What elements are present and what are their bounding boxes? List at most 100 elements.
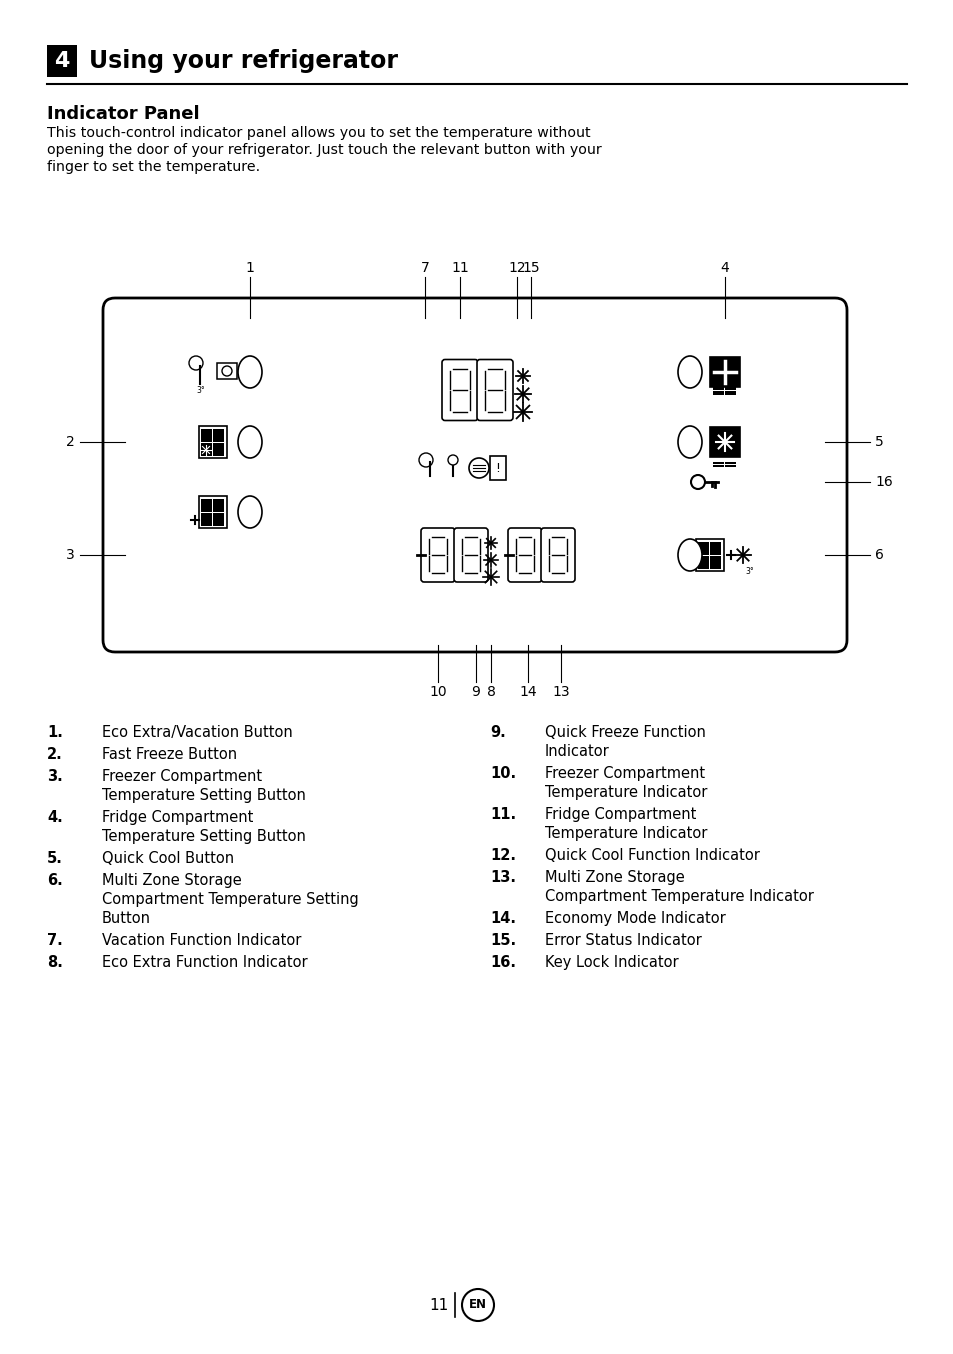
Bar [698,542,709,555]
Text: 11.: 11. [490,807,516,822]
Text: 15: 15 [521,261,539,275]
Text: Key Lock Indicator: Key Lock Indicator [544,955,678,969]
Bar [710,555,720,569]
Text: finger to set the temperature.: finger to set the temperature. [47,160,260,175]
Text: 15.: 15. [490,933,516,948]
Text: 11: 11 [429,1297,449,1312]
Bar [713,462,723,463]
FancyBboxPatch shape [507,528,541,582]
Text: 3: 3 [66,548,75,562]
Bar [199,496,227,528]
Text: Economy Mode Indicator: Economy Mode Indicator [544,911,725,926]
Bar [213,428,224,441]
Text: 14.: 14. [490,911,516,926]
Text: 5.: 5. [47,852,63,867]
Text: Quick Freeze Function
Indicator: Quick Freeze Function Indicator [544,724,705,760]
Text: 13.: 13. [490,871,516,886]
Text: Eco Extra/Vacation Button: Eco Extra/Vacation Button [102,724,293,741]
Ellipse shape [237,496,262,528]
FancyBboxPatch shape [476,360,513,421]
Text: 4: 4 [720,261,729,275]
Text: 12.: 12. [490,848,516,862]
Text: 7: 7 [420,261,429,275]
Text: Fridge Compartment
Temperature Indicator: Fridge Compartment Temperature Indicator [544,807,706,841]
Text: Freezer Compartment
Temperature Setting Button: Freezer Compartment Temperature Setting … [102,769,306,803]
Text: 9.: 9. [490,724,505,741]
Bar [709,357,740,387]
Text: 16.: 16. [490,955,516,969]
Bar [213,443,224,455]
Text: 2: 2 [66,435,75,450]
Text: 7.: 7. [47,933,63,948]
Text: Fast Freeze Button: Fast Freeze Button [102,747,237,762]
Text: 11: 11 [451,261,468,275]
Text: 14: 14 [518,685,537,699]
FancyBboxPatch shape [420,528,455,582]
Bar [199,427,227,458]
Bar [724,464,736,467]
Text: Indicator Panel: Indicator Panel [47,106,199,123]
Bar [213,498,224,512]
Text: 1.: 1. [47,724,63,741]
Bar [201,443,213,455]
Text: 16: 16 [874,475,892,489]
Text: 3°: 3° [196,386,205,395]
Text: !: ! [495,462,500,474]
Bar [201,513,213,525]
FancyBboxPatch shape [103,298,846,653]
Ellipse shape [237,356,262,389]
Bar [710,383,739,397]
Ellipse shape [678,427,701,458]
Text: Eco Extra Function Indicator: Eco Extra Function Indicator [102,955,307,969]
Text: 4.: 4. [47,810,63,825]
Text: 3°: 3° [745,567,754,575]
Bar [724,386,736,390]
Bar [724,390,736,394]
FancyBboxPatch shape [441,360,477,421]
Text: EN: EN [469,1298,486,1312]
Text: 3.: 3. [47,769,63,784]
FancyBboxPatch shape [540,528,575,582]
Text: Freezer Compartment
Temperature Indicator: Freezer Compartment Temperature Indicato… [544,766,706,800]
Bar [724,462,736,463]
Bar [698,555,709,569]
Text: 6: 6 [874,548,882,562]
Text: 8.: 8. [47,955,63,969]
Text: Using your refrigerator: Using your refrigerator [89,49,397,73]
Text: opening the door of your refrigerator. Just touch the relevant button with your: opening the door of your refrigerator. J… [47,144,601,157]
Text: 2.: 2. [47,747,63,762]
Text: Error Status Indicator: Error Status Indicator [544,933,701,948]
Text: 4: 4 [54,51,70,70]
Text: 13: 13 [552,685,569,699]
Bar [713,390,723,394]
Text: 8: 8 [486,685,495,699]
Bar [47,45,77,77]
Text: Multi Zone Storage
Compartment Temperature Setting
Button: Multi Zone Storage Compartment Temperatu… [102,873,358,926]
Text: 5: 5 [874,435,882,450]
Text: 10: 10 [429,685,446,699]
Ellipse shape [678,356,701,389]
Ellipse shape [237,427,262,458]
Bar [201,498,213,512]
Text: 10.: 10. [490,766,516,781]
Bar [710,459,739,468]
Bar [713,464,723,467]
Bar [710,542,720,555]
Text: Vacation Function Indicator: Vacation Function Indicator [102,933,301,948]
Text: 9: 9 [471,685,480,699]
Text: Multi Zone Storage
Compartment Temperature Indicator: Multi Zone Storage Compartment Temperatu… [544,871,813,904]
Bar [213,513,224,525]
Text: Quick Cool Button: Quick Cool Button [102,852,233,867]
Bar [216,363,236,379]
FancyBboxPatch shape [454,528,488,582]
Text: Fridge Compartment
Temperature Setting Button: Fridge Compartment Temperature Setting B… [102,810,306,844]
Text: 6.: 6. [47,873,63,888]
Ellipse shape [678,539,701,571]
Bar [709,427,740,458]
Text: 12: 12 [508,261,525,275]
Text: 1: 1 [245,261,254,275]
Bar [696,539,723,571]
Text: Quick Cool Function Indicator: Quick Cool Function Indicator [544,848,760,862]
Text: This touch-control indicator panel allows you to set the temperature without: This touch-control indicator panel allow… [47,126,590,139]
Bar [201,428,213,441]
